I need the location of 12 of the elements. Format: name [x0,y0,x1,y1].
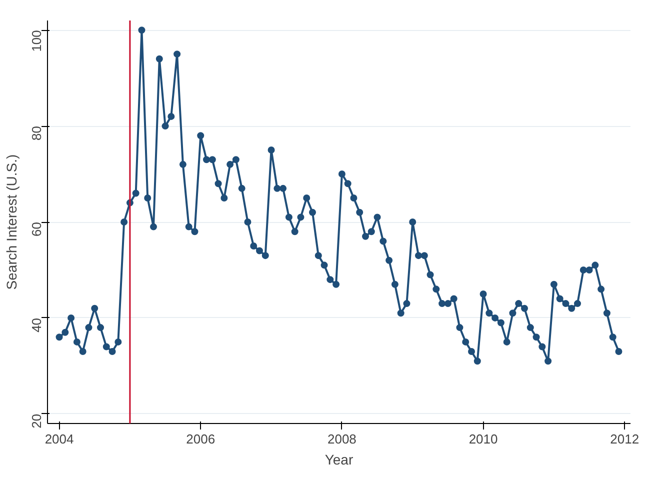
x-axis-title: Year [324,452,354,468]
y-axis-title: Search Interest (U.S.) [4,154,20,290]
y-tick-label: 80 [29,126,44,141]
x-tick-label: 2010 [468,432,498,446]
y-tick-label: 60 [29,222,44,236]
x-tick-label: 2004 [44,432,74,446]
y-tick-label: 40 [29,318,44,332]
y-tick-label: 20 [29,414,44,428]
x-tick-label: 2012 [610,432,640,446]
x-tick-label: 2006 [186,432,216,446]
y-tick-label: 100 [29,30,44,52]
x-tick-label: 2008 [327,432,356,446]
